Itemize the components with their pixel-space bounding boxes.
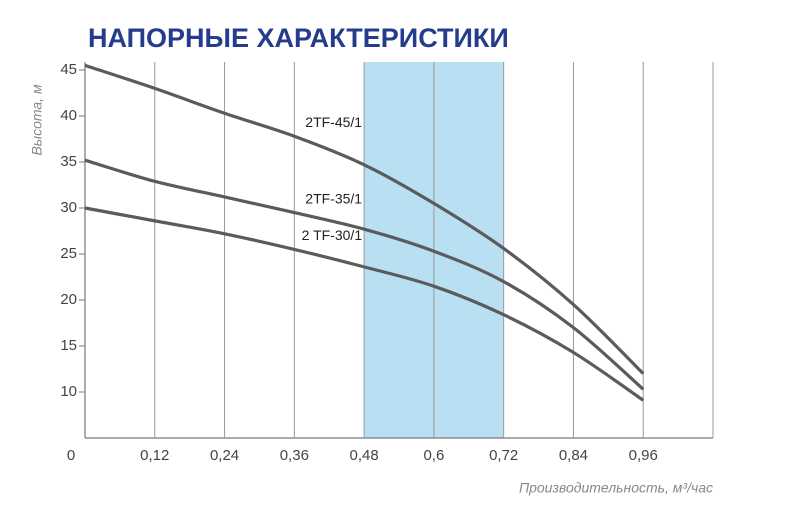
x-tick-label: 0,36	[280, 447, 309, 464]
x-tick-label: 0,12	[140, 447, 169, 464]
y-tick-label: 35	[60, 153, 77, 170]
series-line	[84, 158, 645, 391]
x-tick-label: 0,96	[629, 447, 658, 464]
series-label: 2TF-35/1	[305, 190, 362, 206]
series-line	[84, 206, 645, 402]
chart-title: НАПОРНЫЕ ХАРАКТЕРИСТИКИ	[88, 23, 509, 53]
x-axis-label: Производительность, м³/час	[519, 480, 713, 496]
y-tick-label: 25	[60, 245, 77, 262]
y-axis-label: Высота, м	[29, 84, 45, 155]
x-tick-label: 0,24	[210, 447, 239, 464]
series-line	[84, 63, 645, 375]
x-tick-label: 0,72	[489, 447, 518, 464]
series-label: 2TF-45/1	[305, 114, 362, 130]
y-tick-label: 40	[60, 107, 77, 124]
x-tick-label: 0,6	[423, 447, 444, 464]
y-tick-label: 20	[60, 291, 77, 308]
y-tick-label: 30	[60, 199, 77, 216]
series-label: 2 TF-30/1	[302, 227, 363, 243]
y-tick-label: 45	[60, 61, 77, 78]
y-tick-label: 10	[60, 383, 77, 400]
x-tick-label: 0,84	[559, 447, 588, 464]
y-tick-label: 15	[60, 337, 77, 354]
x-tick-label: 0	[67, 447, 75, 464]
x-tick-label: 0,48	[350, 447, 379, 464]
